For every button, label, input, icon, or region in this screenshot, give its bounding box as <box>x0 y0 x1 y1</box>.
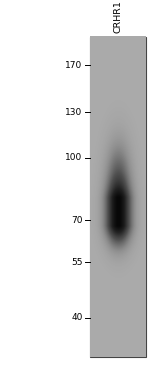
Bar <box>90 37 146 357</box>
Text: 40: 40 <box>71 314 82 322</box>
Text: CRHR1: CRHR1 <box>113 0 122 33</box>
Text: 170: 170 <box>65 61 82 70</box>
Text: 55: 55 <box>71 258 83 267</box>
Text: 70: 70 <box>71 216 83 225</box>
Text: 100: 100 <box>65 153 82 162</box>
Text: 130: 130 <box>65 107 82 117</box>
